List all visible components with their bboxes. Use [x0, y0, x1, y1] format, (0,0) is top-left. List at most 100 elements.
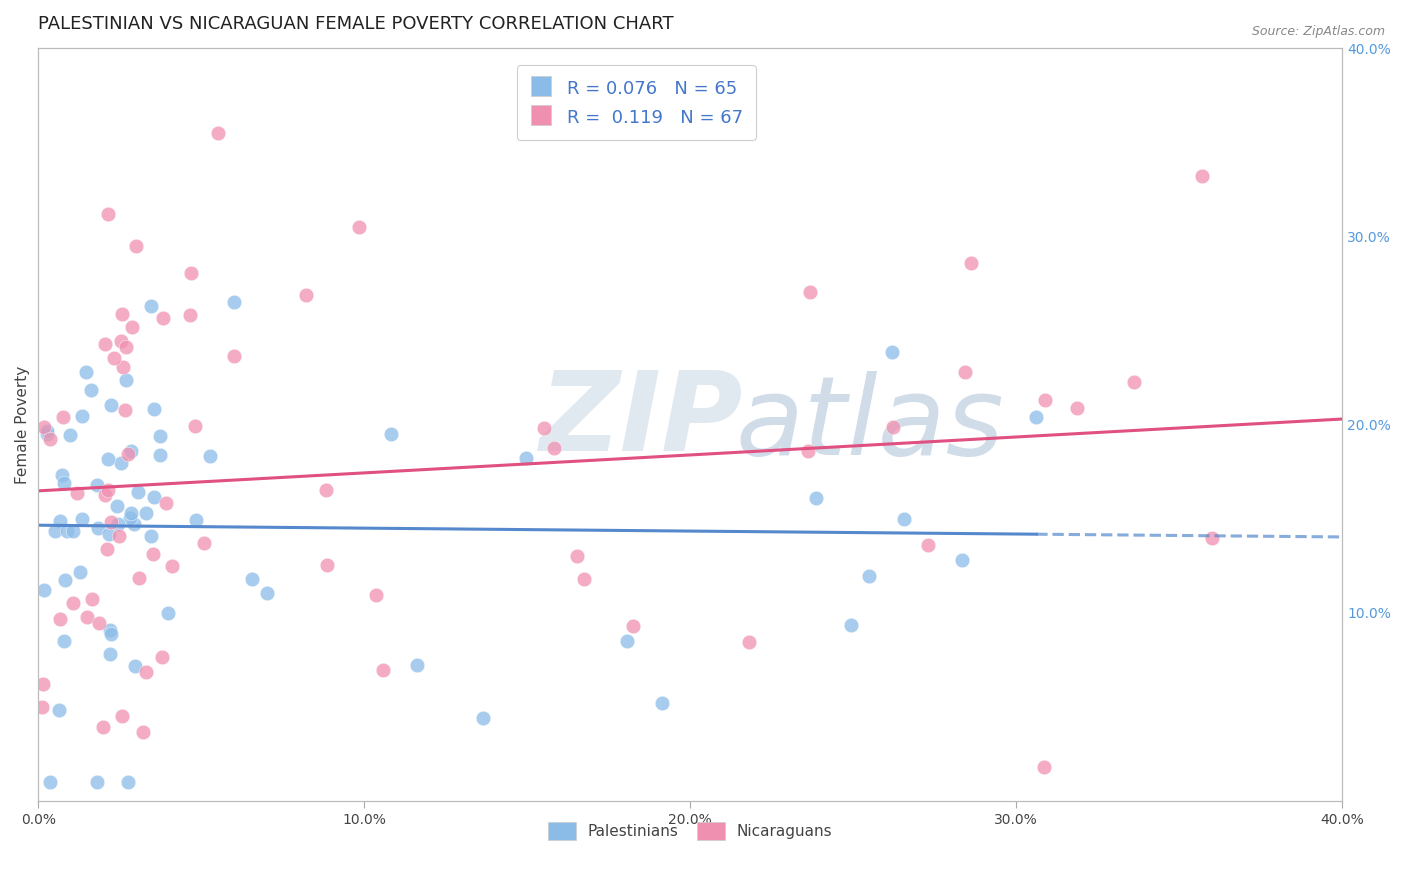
- Point: [193, 536, 215, 550]
- Point: [616, 634, 638, 648]
- Point: [66, 485, 89, 500]
- Text: PALESTINIAN VS NICARAGUAN FEMALE POVERTY CORRELATION CHART: PALESTINIAN VS NICARAGUAN FEMALE POVERTY…: [38, 15, 673, 33]
- Point: [94, 336, 117, 351]
- Point: [1033, 393, 1056, 408]
- Point: [80, 591, 103, 606]
- Point: [117, 775, 139, 789]
- Point: [38, 433, 60, 447]
- Point: [70, 511, 93, 525]
- Point: [97, 452, 120, 467]
- Point: [32, 583, 55, 598]
- Point: [35, 427, 58, 442]
- Point: [139, 529, 162, 543]
- Point: [533, 421, 555, 435]
- Point: [110, 334, 132, 348]
- Point: [515, 450, 537, 465]
- Point: [125, 239, 148, 253]
- Point: [87, 521, 110, 535]
- Point: [132, 725, 155, 739]
- Point: [98, 647, 121, 661]
- Point: [52, 409, 75, 424]
- Point: [100, 398, 122, 412]
- Point: [32, 677, 55, 691]
- Point: [32, 419, 55, 434]
- Point: [315, 483, 337, 498]
- Point: [51, 468, 73, 483]
- Point: [53, 476, 76, 491]
- Point: [53, 573, 76, 587]
- Point: [155, 496, 177, 510]
- Point: [880, 345, 903, 359]
- Point: [240, 572, 263, 586]
- Point: [143, 490, 166, 504]
- Point: [222, 295, 245, 310]
- Point: [58, 427, 80, 442]
- Point: [295, 288, 318, 302]
- Point: [117, 446, 139, 460]
- Point: [471, 711, 494, 725]
- Point: [160, 559, 183, 574]
- Y-axis label: Female Poverty: Female Poverty: [15, 366, 30, 483]
- Point: [105, 499, 128, 513]
- Point: [110, 456, 132, 470]
- Text: ZIP: ZIP: [540, 368, 744, 475]
- Point: [858, 569, 880, 583]
- Point: [76, 609, 98, 624]
- Legend: Palestinians, Nicaraguans: Palestinians, Nicaraguans: [543, 816, 838, 846]
- Point: [62, 524, 84, 539]
- Point: [882, 420, 904, 434]
- Point: [1025, 409, 1047, 424]
- Point: [35, 424, 58, 438]
- Point: [141, 299, 163, 313]
- Point: [98, 624, 121, 638]
- Point: [142, 547, 165, 561]
- Point: [1191, 169, 1213, 183]
- Point: [52, 634, 75, 648]
- Point: [135, 506, 157, 520]
- Point: [111, 307, 134, 321]
- Point: [799, 285, 821, 299]
- Point: [69, 565, 91, 579]
- Point: [179, 308, 201, 322]
- Point: [122, 516, 145, 531]
- Text: atlas: atlas: [735, 371, 1004, 478]
- Point: [86, 478, 108, 492]
- Point: [100, 627, 122, 641]
- Point: [120, 444, 142, 458]
- Point: [806, 491, 828, 505]
- Point: [127, 485, 149, 500]
- Point: [960, 256, 983, 270]
- Point: [738, 635, 761, 649]
- Point: [70, 409, 93, 423]
- Point: [184, 513, 207, 527]
- Point: [75, 365, 97, 379]
- Point: [405, 657, 427, 672]
- Point: [87, 615, 110, 630]
- Point: [841, 618, 863, 632]
- Point: [148, 449, 170, 463]
- Point: [96, 542, 118, 557]
- Point: [112, 360, 135, 375]
- Point: [156, 606, 179, 620]
- Point: [347, 219, 370, 234]
- Point: [55, 524, 77, 538]
- Point: [315, 558, 337, 572]
- Point: [48, 612, 70, 626]
- Point: [107, 516, 129, 531]
- Point: [135, 665, 157, 680]
- Point: [80, 383, 103, 397]
- Point: [91, 720, 114, 734]
- Point: [49, 514, 72, 528]
- Point: [115, 340, 138, 354]
- Point: [31, 700, 53, 714]
- Point: [1123, 375, 1146, 389]
- Point: [100, 516, 122, 530]
- Point: [623, 619, 645, 633]
- Text: Source: ZipAtlas.com: Source: ZipAtlas.com: [1251, 25, 1385, 38]
- Point: [128, 571, 150, 585]
- Point: [955, 365, 977, 379]
- Point: [121, 319, 143, 334]
- Point: [111, 708, 134, 723]
- Point: [118, 511, 141, 525]
- Point: [62, 596, 84, 610]
